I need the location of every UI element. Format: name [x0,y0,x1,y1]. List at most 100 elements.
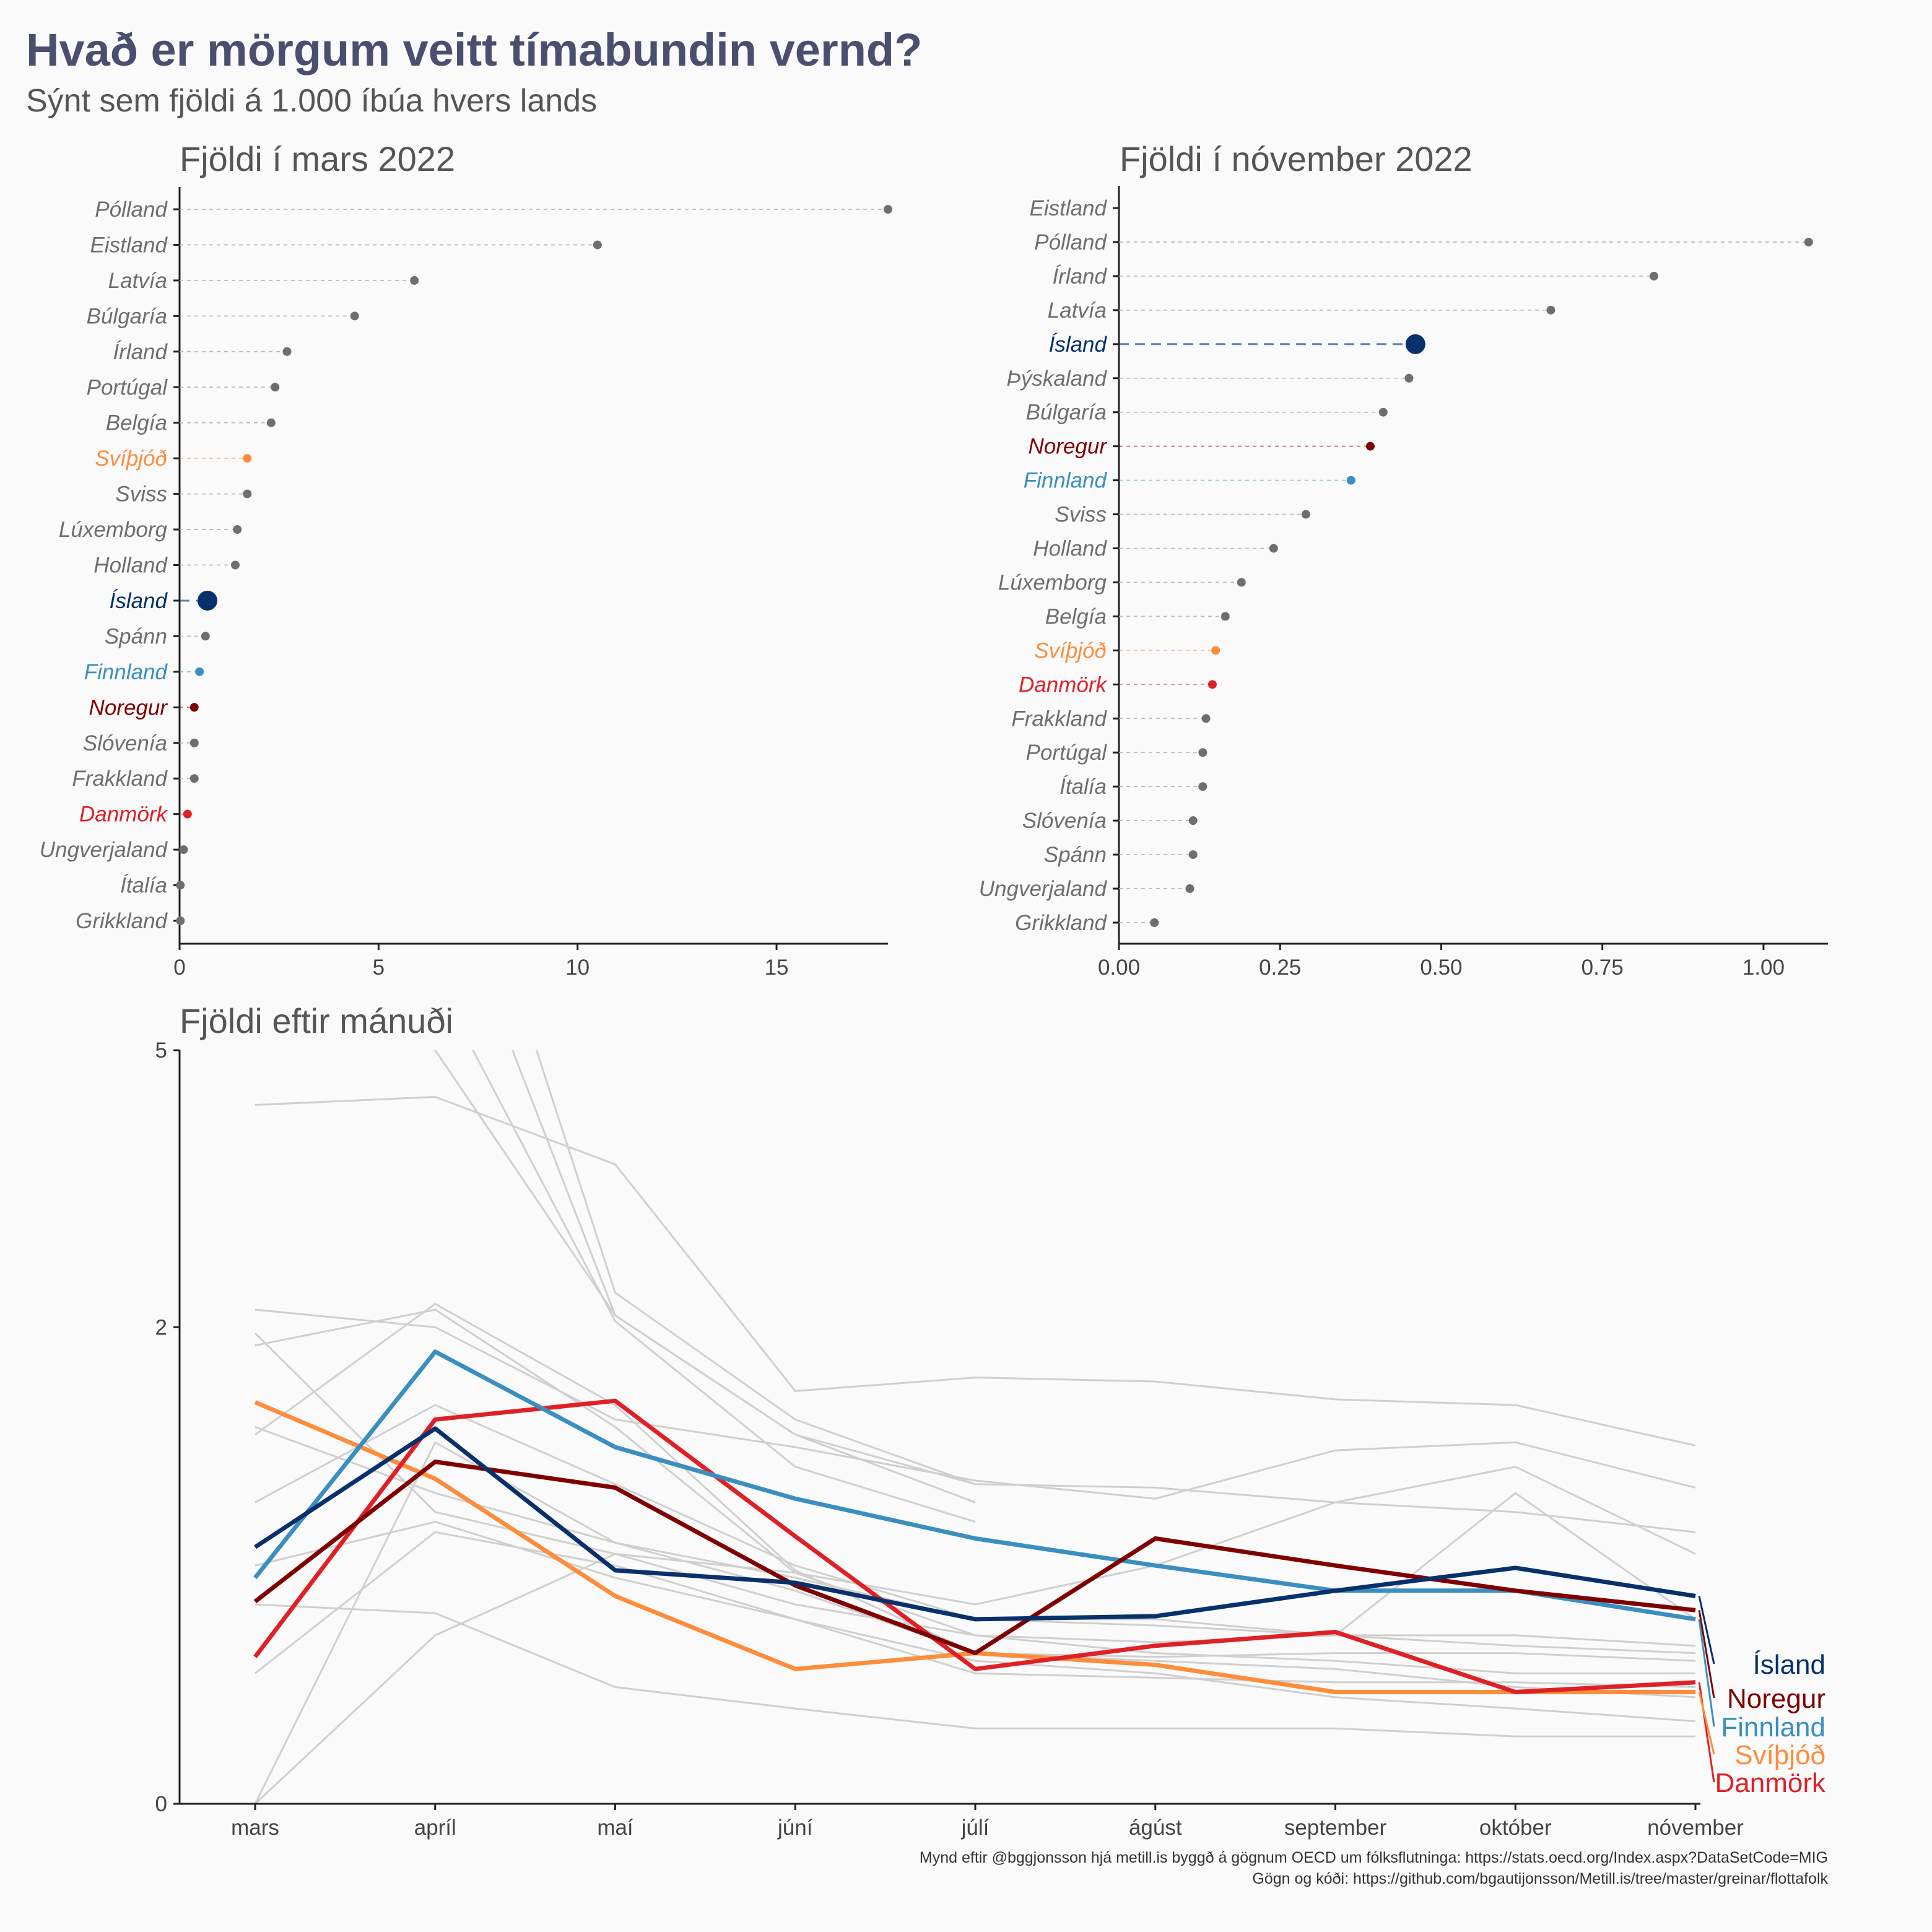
dot-italia [176,881,185,890]
country-label-slovenia: Slóvenía [83,731,167,755]
x-tick-label: 0.75 [1582,955,1624,980]
panel-monthly-title: Fjöldi eftir mánuði [180,1001,453,1040]
background-country-line [255,1404,1696,1655]
dot-polland [1804,237,1813,246]
series-line-danmork [253,1398,1696,1694]
dot-luxemborg [1237,578,1246,587]
country-label-grikkland: Grikkland [1015,911,1107,935]
country-label-ungverjaland: Ungverjaland [979,877,1108,901]
x-tick-label-mai: maí [597,1816,633,1840]
country-label-irland: Írland [1052,264,1107,289]
dot-luxemborg [233,525,242,534]
country-label-eistland: Eistland [1029,196,1107,220]
x-tick-label: 1.00 [1743,955,1785,980]
dot-holland [230,560,240,570]
country-label-spann: Spánn [1044,843,1107,867]
dot-frakkland [189,774,199,783]
dot-slovenia [189,738,199,747]
country-label-luxemborg: Lúxemborg [998,570,1107,594]
background-country-line [255,1308,1696,1500]
x-tick-label-juli: júlí [961,1816,990,1840]
end-label-svithjod: Svíþjóð [1734,1740,1825,1770]
dot-irland [282,347,292,356]
country-label-italia: Ítalía [1060,775,1107,799]
dot-danmork [1208,680,1217,689]
dot-noregur [1365,442,1375,451]
end-label-noregur: Noregur [1727,1684,1825,1714]
dot-grikkland [1150,918,1159,927]
background-country-line [255,1521,1696,1723]
dot-portugal [1198,748,1208,757]
dot-svithjod [243,454,252,463]
country-label-finnland: Finnland [84,660,168,684]
country-label-finnland: Finnland [1024,469,1108,493]
figure-title: Hvað er mörgum veitt tímabundin vernd? [26,24,922,76]
dot-thyskaland [1404,373,1414,383]
country-label-portugal: Portúgal [1026,741,1108,765]
country-label-thyskaland: Þýskaland [1007,367,1108,391]
country-label-luxemborg: Lúxemborg [59,518,168,542]
end-label-danmork: Danmörk [1715,1768,1826,1798]
x-tick-label: 0.00 [1098,955,1140,980]
leader-line-island [1698,1596,1715,1664]
dot-frakkland [1201,714,1211,723]
background-country-line [535,1050,976,1486]
dot-polland [884,205,892,214]
dot-italia [1198,782,1208,791]
x-tick-label: 5 [373,955,385,980]
dot-grikkland [176,916,185,925]
country-label-svithjod: Svíþjóð [95,446,167,471]
country-label-frakkland: Frakkland [72,767,168,791]
country-label-island: Ísland [1049,333,1108,357]
x-tick-label-oktober: október [1479,1816,1552,1840]
dot-eistland [593,240,602,250]
country-label-sviss: Sviss [1055,503,1107,527]
background-country-line [254,1552,1695,1805]
x-tick-label-juni: júní [777,1816,813,1840]
dot-finnland [1346,476,1355,485]
x-tick-label-november: nóvember [1647,1816,1744,1840]
dot-chart-november: Eistland Pólland Írland Latvía Ísland Þýskala… [979,186,1828,980]
dot-sviss [243,489,252,498]
country-label-polland: Pólland [95,198,168,222]
country-label-danmork: Danmörk [1019,672,1107,697]
dot-island [1405,334,1425,354]
dot-latvia [410,276,419,285]
country-label-sviss: Sviss [115,482,167,507]
series-line-finnland [253,1349,1696,1622]
background-country-line [254,1441,1696,1804]
country-label-spann: Spánn [105,624,167,648]
end-label-island: Ísland [1753,1650,1825,1680]
country-label-bulgaria: Búlgaría [87,304,167,328]
country-label-noregur: Noregur [1029,435,1108,459]
dot-holland [1269,544,1278,553]
dot-finnland [195,667,204,676]
x-tick-label-mars: mars [231,1816,279,1840]
y-tick-label: 0 [155,1792,167,1816]
dot-ungverjaland [1185,884,1194,894]
caption-code: Gögn og kóði: https://github.com/bgautij… [1252,1870,1828,1887]
country-label-belgia: Belgía [106,411,167,435]
country-label-bulgaria: Búlgaría [1026,401,1107,425]
country-label-frakkland: Frakkland [1011,707,1107,731]
dot-spann [201,632,210,641]
x-tick-label: 0.25 [1259,955,1301,980]
country-label-danmork: Danmörk [79,803,168,827]
leader-line-danmork [1698,1682,1715,1783]
background-country-line [254,1332,1696,1606]
y-tick-label: 5 [155,1038,167,1063]
background-country-line [255,1095,1696,1447]
background-country-line [255,1531,1696,1688]
y-tick-label: 2 [155,1315,167,1339]
panel-march-title: Fjöldi í mars 2022 [180,139,455,178]
country-label-slovenia: Slóvenía [1022,809,1107,833]
x-tick-label: 15 [765,955,789,980]
country-label-grikkland: Grikkland [76,909,168,933]
series-line-island [254,1426,1696,1622]
country-label-polland: Pólland [1034,230,1107,255]
dot-portugal [271,383,280,392]
dot-belgia [1221,612,1230,621]
background-country-line [255,1603,1695,1738]
leader-line-noregur [1698,1610,1715,1699]
